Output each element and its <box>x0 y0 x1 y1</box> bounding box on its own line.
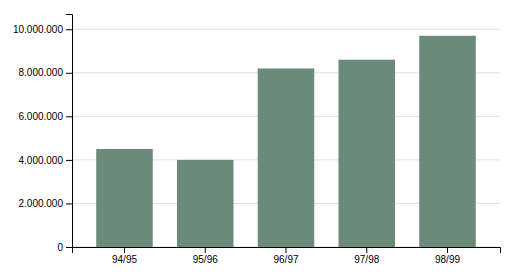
x-tick-mark <box>286 247 287 253</box>
bar <box>96 149 153 247</box>
y-tick-mark <box>66 29 72 30</box>
x-axis: 94/95 95/96 96/97 97/98 98/99 <box>73 247 501 265</box>
y-axis: 0 2.000.000 4.000.000 6.000.000 8.000.000 10.… <box>13 15 73 253</box>
y-tick-mark <box>66 116 72 117</box>
chart: 0 2.000.000 4.000.000 6.000.000 8.000.000 10.… <box>0 0 516 275</box>
y-tick-mark <box>66 247 72 248</box>
x-tick: 97/98 <box>354 247 379 265</box>
plot: 0 2.000.000 4.000.000 6.000.000 8.000.000 10.… <box>13 15 501 266</box>
grid-line <box>72 29 500 30</box>
y-tick-mark <box>66 160 72 161</box>
x-tick-mark <box>205 247 206 253</box>
bars <box>96 36 476 247</box>
y-tick-label: 0 <box>57 242 63 253</box>
y-tick: 8.000.000 <box>19 67 73 78</box>
x-tick: 95/96 <box>193 247 218 265</box>
x-tick-label: 96/97 <box>273 254 298 265</box>
x-tick-mark <box>447 247 448 253</box>
x-tick: 94/95 <box>112 247 137 265</box>
x-tick-label: 94/95 <box>112 254 137 265</box>
y-tick-label: 10.000.000 <box>13 24 63 35</box>
x-tick-label: 98/99 <box>435 254 460 265</box>
x-tick-label: 95/96 <box>193 254 218 265</box>
x-tick-label: 97/98 <box>354 254 379 265</box>
y-tick-label: 4.000.000 <box>19 155 64 166</box>
x-tick-mark <box>124 247 125 253</box>
x-tick: 98/99 <box>435 247 460 265</box>
bar <box>419 36 476 247</box>
y-tick-mark <box>66 73 72 74</box>
y-tick: 6.000.000 <box>19 111 73 122</box>
y-axis-line <box>66 15 73 248</box>
y-tick-label: 2.000.000 <box>19 198 64 209</box>
bar <box>177 160 234 247</box>
grid <box>72 29 500 247</box>
y-tick: 2.000.000 <box>19 198 73 209</box>
y-tick-label: 8.000.000 <box>19 67 64 78</box>
y-tick-label: 6.000.000 <box>19 111 64 122</box>
x-axis-line <box>73 248 501 254</box>
bar <box>338 60 395 247</box>
y-tick-mark <box>66 203 72 204</box>
x-tick: 96/97 <box>273 247 298 265</box>
y-tick: 4.000.000 <box>19 155 73 166</box>
y-tick: 10.000.000 <box>13 24 72 35</box>
x-tick-mark <box>366 247 367 253</box>
y-tick: 0 <box>57 242 72 253</box>
bar <box>258 68 315 247</box>
